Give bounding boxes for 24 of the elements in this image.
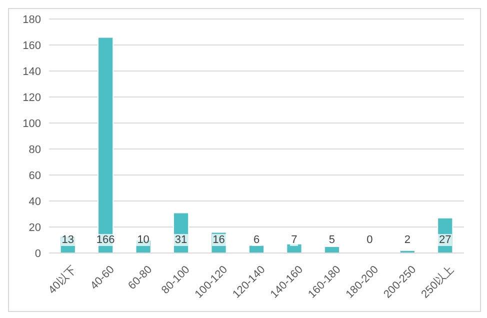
data-label: 13 bbox=[60, 234, 75, 246]
data-label: 5 bbox=[328, 234, 336, 246]
data-label: 7 bbox=[290, 234, 298, 246]
y-tick-label: 100 bbox=[22, 118, 41, 130]
y-tick-label: 0 bbox=[34, 248, 41, 260]
data-label: 2 bbox=[403, 234, 412, 246]
data-label: 27 bbox=[438, 234, 452, 246]
y-tick-label: 80 bbox=[28, 144, 41, 156]
y-tick-label: 40 bbox=[28, 196, 41, 208]
bar bbox=[98, 36, 114, 253]
y-tick-label: 180 bbox=[22, 14, 41, 26]
data-label: 16 bbox=[212, 234, 226, 246]
data-label: 31 bbox=[174, 234, 188, 246]
data-label: 6 bbox=[252, 234, 261, 246]
x-tick-label: 250以上 bbox=[418, 263, 456, 301]
y-tick-label: 120 bbox=[22, 92, 41, 104]
x-tick-label: 40以下 bbox=[46, 263, 80, 296]
y-tick-label: 60 bbox=[28, 170, 41, 182]
y-tick-label: 140 bbox=[22, 66, 41, 78]
y-tick-label: 160 bbox=[22, 40, 41, 52]
data-label: 10 bbox=[136, 234, 150, 246]
data-label: 0 bbox=[366, 234, 374, 246]
y-tick-label: 20 bbox=[28, 222, 41, 234]
data-label: 166 bbox=[95, 234, 116, 246]
